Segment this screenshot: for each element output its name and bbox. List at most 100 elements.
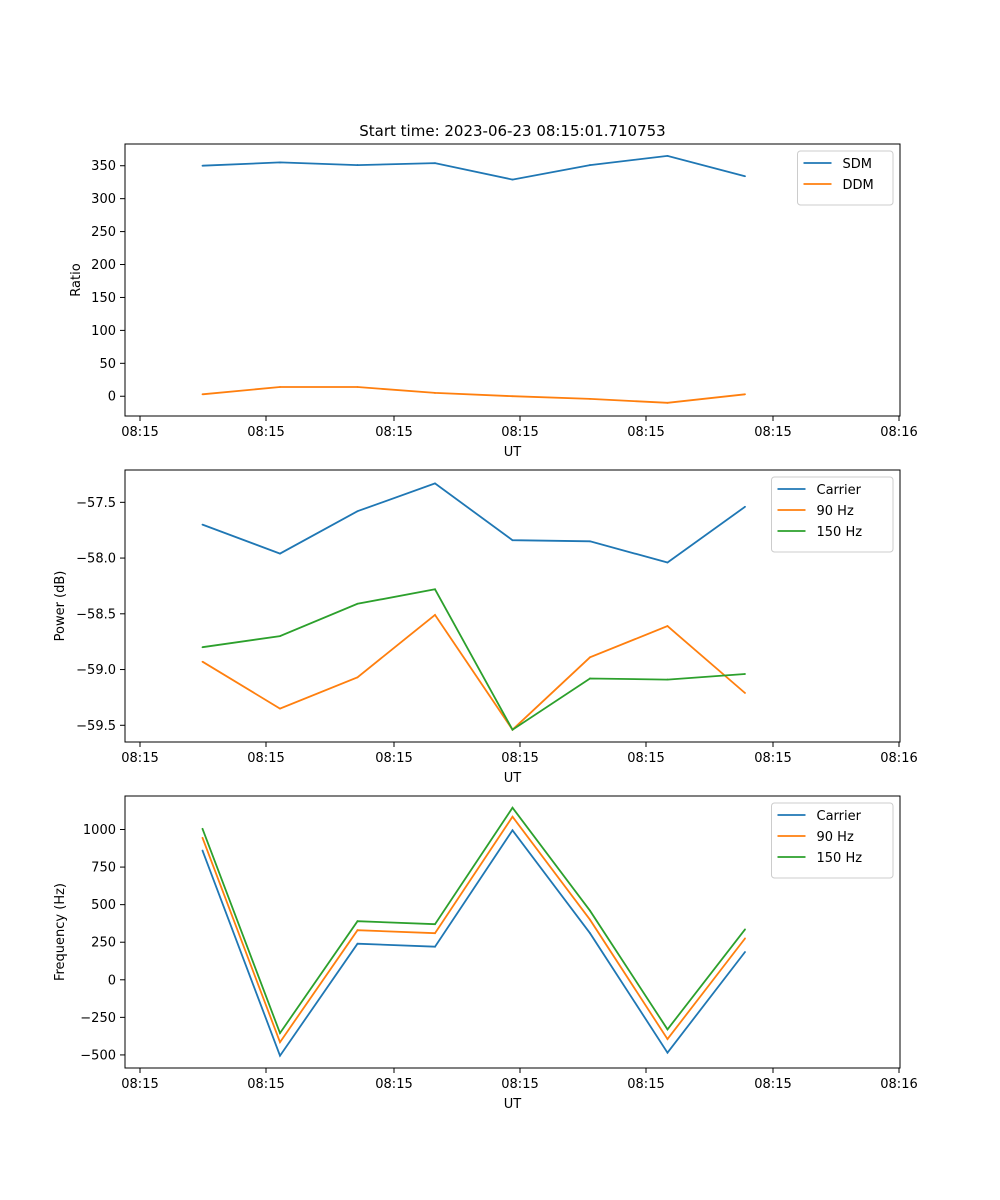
legend-frame [771,802,894,879]
data-point [589,397,591,400]
y-tick-label: −58.0 [76,552,116,567]
data-point [744,951,746,953]
series-line-carrier [201,828,746,1058]
data-point [744,928,746,931]
data-point [201,849,204,852]
y-tick-label: −250 [80,1011,116,1026]
data-point [744,505,746,508]
data-point [356,929,359,932]
data-point [201,836,204,839]
series-line-90-hz [202,613,746,732]
legend-frame [797,150,894,206]
legend-label: 150 Hz [817,525,863,540]
data-point [511,728,514,731]
y-tick-label: 100 [91,324,116,339]
y-tick-label: 350 [91,159,116,174]
y-axis-label: Power (dB) [53,571,68,642]
axes-frame [124,469,901,743]
x-tick-label: 08:15 [501,1077,538,1092]
panel-ratio: 08:15 08:15 08:15 08:15 08:15 08:15 08:16 UT 0 50… [69,143,918,460]
x-tick-label: 08:15 [375,751,412,766]
data-point [356,676,359,679]
x-tick-label: 08:15 [501,425,538,440]
series-line-carrier [202,482,746,564]
figure-title: Start time: 2023-06-23 08:15:01.710753 [359,122,665,140]
x-tick-label: 08:15 [627,425,664,440]
data-point [279,707,281,710]
y-tick-label: −57.5 [76,496,116,511]
data-point [279,161,281,164]
y-tick-label: −58.5 [76,607,116,622]
data-point [511,539,514,542]
data-point [589,932,591,935]
data-point [666,561,669,564]
x-tick-label: 08:16 [880,1077,917,1092]
panel-frequency: 08:15 08:15 08:15 08:15 08:15 08:15 08:16 UT −50… [53,795,918,1112]
data-point [744,937,746,940]
series-line-ddm [202,386,746,404]
y-tick-label: 500 [91,898,116,913]
x-tick-label: 08:15 [627,1077,664,1092]
x-tick-label: 08:16 [880,751,917,766]
data-point [279,552,281,555]
legend-frame [771,476,894,553]
data-point [201,827,204,830]
x-axis-label: UT [504,445,522,460]
y-tick-label: 250 [91,936,116,951]
data-point [434,588,436,591]
x-tick-label: 08:15 [754,425,791,440]
y-tick-label: 250 [91,225,116,240]
x-tick-label: 08:15 [754,1077,791,1092]
y-tick-label: 0 [108,973,116,988]
data-point [666,1028,669,1031]
data-point [744,175,746,178]
x-tick-label: 08:15 [627,751,664,766]
series-line-90-hz [201,815,746,1045]
data-point [356,942,359,945]
data-point [356,510,359,513]
data-point [511,815,514,818]
y-axis-label: Frequency (Hz) [53,883,68,981]
data-point [744,673,746,675]
y-tick-label: −500 [80,1048,116,1063]
series-line-150-hz [201,806,746,1036]
x-tick-label: 08:15 [121,425,158,440]
data-point [666,154,669,157]
data-point [201,523,204,526]
data-point [279,635,281,637]
data-point [589,677,591,680]
y-tick-label: 150 [91,291,116,306]
data-point [511,829,514,832]
y-tick-label: 0 [108,390,116,405]
data-point [356,602,359,605]
y-tick-label: 1000 [83,823,116,838]
x-tick-label: 08:15 [247,1077,284,1092]
legend-label: 90 Hz [817,830,854,845]
x-tick-label: 08:15 [501,751,538,766]
data-point [434,392,436,394]
data-point [666,625,669,627]
series-line-150-hz [202,588,746,731]
legend: Carrier 90 Hz 150 Hz [771,802,894,879]
y-axis-label: Ratio [69,263,84,296]
data-point [434,945,436,948]
axes-frame [124,143,901,417]
x-axis-label: UT [504,1097,522,1112]
data-point [434,162,436,164]
data-point [744,393,746,396]
data-point [744,692,746,694]
legend-label: 150 Hz [817,851,863,866]
data-point [589,540,591,543]
data-point [434,482,436,485]
x-tick-label: 08:15 [121,1077,158,1092]
data-point [589,656,591,659]
legend-label: Carrier [817,483,862,498]
axes-frame [124,795,901,1069]
data-point [511,395,514,398]
x-tick-label: 08:15 [375,1077,412,1092]
data-point [589,909,591,912]
data-point [201,646,204,649]
data-point [511,806,514,809]
y-tick-label: 750 [91,861,116,876]
data-point [434,923,436,926]
